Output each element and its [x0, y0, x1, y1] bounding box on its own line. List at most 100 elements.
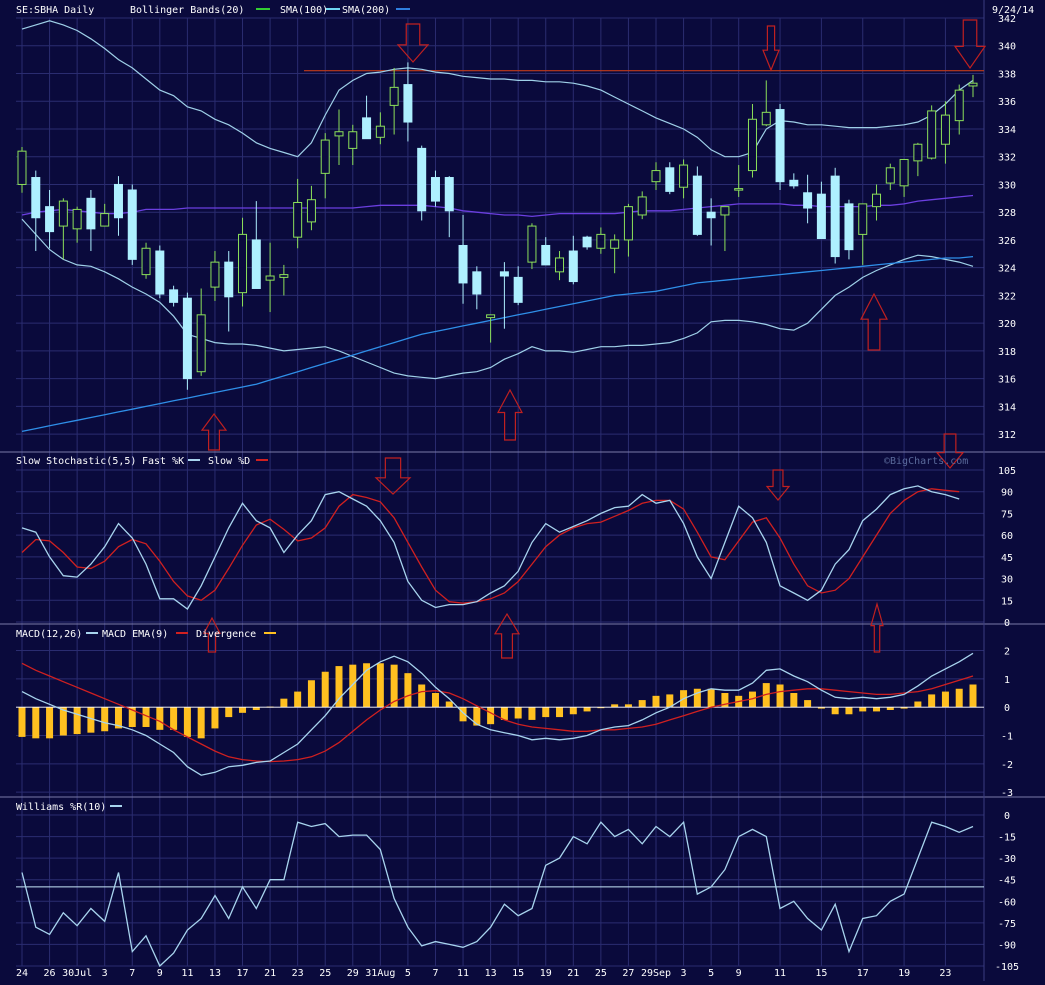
candle-body — [582, 236, 592, 248]
divergence-bar — [418, 684, 426, 708]
y-tick-label: 105 — [998, 466, 1016, 477]
candle-body — [238, 233, 248, 294]
candle-body — [100, 213, 110, 227]
symbol-label: SE:SBHA Daily — [16, 5, 94, 16]
divergence-bar — [487, 707, 495, 725]
divergence-bar — [624, 704, 632, 708]
stoch-fastk-label: Fast %K — [142, 456, 184, 467]
candle-body — [58, 200, 68, 227]
candle-body — [458, 244, 468, 284]
divergence-bar — [142, 707, 150, 727]
candle-body — [169, 289, 179, 303]
divergence-bar — [817, 707, 825, 709]
divergence-bar — [252, 707, 260, 710]
y-tick-label: 338 — [998, 69, 1016, 80]
candle-body — [885, 167, 895, 184]
y-tick-label: -30 — [998, 854, 1016, 865]
candle-body — [196, 314, 206, 373]
divergence-bar — [445, 701, 453, 708]
y-tick-label: -75 — [998, 919, 1016, 930]
y-tick-label: 328 — [998, 208, 1016, 219]
candle-body — [389, 86, 399, 106]
x-tick-label: 17 — [236, 968, 248, 979]
x-tick-label: 31Aug — [365, 968, 395, 979]
divergence-bar — [294, 691, 302, 708]
x-tick-label: 29Sep — [641, 968, 671, 979]
candle-body — [747, 118, 757, 172]
y-tick-label: 320 — [998, 319, 1016, 330]
candle-body — [320, 139, 330, 174]
candle-body — [306, 199, 316, 223]
up-arrow-marker — [200, 412, 228, 451]
candle-body — [224, 261, 234, 298]
divergence-bar — [941, 691, 949, 708]
divergence-bar — [721, 693, 729, 708]
x-tick-label: 27 — [622, 968, 634, 979]
candle-body — [789, 179, 799, 187]
candle-body — [141, 247, 151, 276]
macd-ema-label: MACD EMA(9) — [102, 629, 168, 640]
candle-body — [775, 109, 785, 183]
y-tick-label: 2 — [1004, 647, 1010, 658]
candle-body — [968, 82, 978, 87]
y-tick-label: 336 — [998, 97, 1016, 108]
sma200-line — [21, 255, 974, 433]
candle-body — [430, 177, 440, 202]
x-tick-label: 23 — [292, 968, 304, 979]
candle-body — [940, 114, 950, 145]
candle-body — [816, 193, 826, 240]
x-tick-label: 21 — [567, 968, 579, 979]
candle-body — [72, 208, 82, 230]
divergence-bar — [321, 671, 329, 708]
candle-body — [734, 188, 744, 191]
divergence-bar — [101, 707, 109, 732]
candle-body — [720, 206, 730, 216]
divergence-bar — [87, 707, 95, 733]
divergence-bar — [804, 700, 812, 708]
divergence-bar — [156, 707, 164, 730]
stoch-fast-k-line — [21, 485, 960, 610]
y-tick-label: 314 — [998, 402, 1016, 413]
x-tick-label: 11 — [457, 968, 469, 979]
stoch-slowd-label: Slow %D — [208, 456, 250, 467]
y-tick-label: -90 — [998, 940, 1016, 951]
candle-body — [265, 275, 275, 281]
divergence-bar — [859, 707, 867, 712]
candle-body — [182, 297, 192, 380]
price-pane — [17, 20, 984, 433]
up-arrow-marker — [497, 388, 523, 441]
x-tick-label: 21 — [264, 968, 276, 979]
x-axis-labels: 24 26 30Jul 3 7 9 11 13 17 21 23 25 29 31Aug 5 7 11 13 15 1… — [16, 968, 951, 979]
divergence-bar — [583, 707, 591, 712]
y-tick-label: 0 — [1004, 703, 1010, 714]
candle-body — [858, 203, 868, 235]
date-label: 9/24/14 — [992, 5, 1034, 16]
candle-body — [486, 314, 496, 319]
williams-title: Williams %R(10) — [16, 802, 106, 813]
macd-title: MACD(12,26) — [16, 629, 82, 640]
y-tick-label: 332 — [998, 153, 1016, 164]
divergence-bar — [556, 707, 564, 718]
x-tick-label: 15 — [512, 968, 524, 979]
candle-body — [665, 167, 675, 192]
x-tick-label: 3 — [102, 968, 108, 979]
legend-sma100-label: SMA(100) — [280, 5, 328, 16]
candle-body — [623, 206, 633, 241]
legend-bollinger-label: Bollinger Bands(20) — [130, 5, 244, 16]
divergence-label: Divergence — [196, 629, 256, 640]
divergence-bar — [114, 707, 122, 729]
candle-body — [899, 158, 909, 187]
x-tick-label: 25 — [319, 968, 331, 979]
x-tick-label: 29 — [347, 968, 359, 979]
candle-body — [279, 274, 289, 278]
candle-body — [127, 189, 137, 260]
williams-pane — [16, 820, 984, 968]
y-tick-label: 322 — [998, 291, 1016, 302]
x-tick-label: 9 — [736, 968, 742, 979]
x-tick-label: 30Jul — [62, 968, 92, 979]
up-arrow-marker — [860, 292, 888, 351]
divergence-bar — [280, 698, 288, 708]
y-tick-label: -1 — [1001, 732, 1013, 743]
x-tick-label: 17 — [857, 968, 869, 979]
